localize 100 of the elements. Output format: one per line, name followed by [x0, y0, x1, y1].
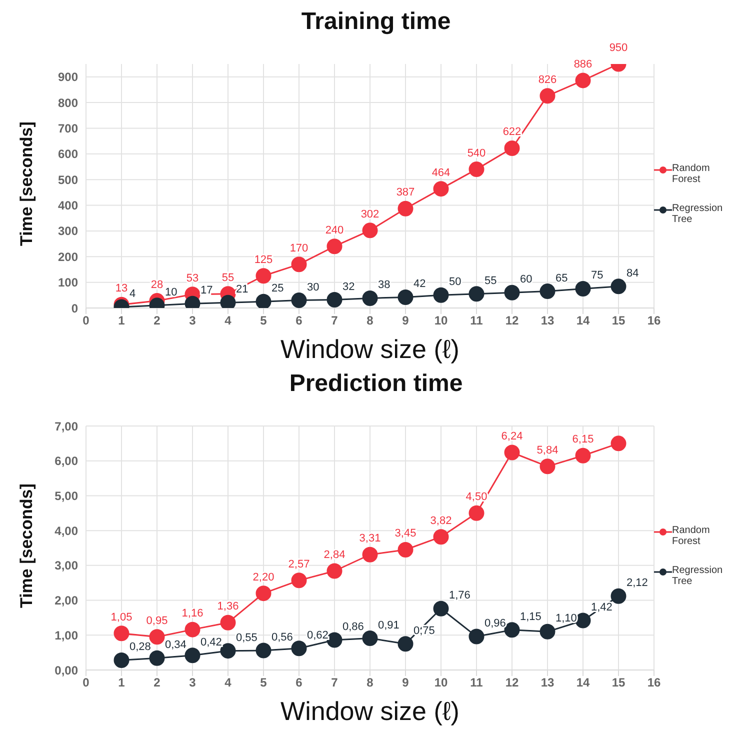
data-label: 65	[556, 272, 568, 284]
data-label: 0,91	[378, 619, 400, 632]
x-tick-label: 0	[82, 676, 90, 690]
y-tick-label: 700	[58, 121, 78, 136]
data-label: 3,31	[359, 532, 381, 545]
data-label: 826	[538, 74, 557, 86]
point	[362, 222, 378, 238]
data-label: 42	[414, 278, 426, 290]
data-label: 0,62	[307, 629, 328, 642]
y-tick-label: 0,00	[54, 663, 78, 678]
point	[433, 600, 449, 616]
point	[610, 588, 626, 604]
x-tick-label: 14	[576, 314, 590, 328]
y-tick-label: 2,00	[54, 594, 78, 608]
y-tick-label: 0	[71, 301, 78, 316]
y-tick-label: 200	[58, 250, 78, 264]
y-tick-label: 600	[58, 147, 78, 162]
data-label: 240	[325, 224, 344, 236]
y-tick-label: 5,00	[54, 488, 78, 503]
point	[398, 542, 414, 558]
x-tick-label: 3	[189, 314, 196, 328]
point	[575, 448, 591, 464]
data-label: 387	[396, 186, 415, 199]
data-label: 5,84	[536, 444, 558, 456]
data-label: 4	[130, 288, 136, 300]
data-label: 84	[626, 267, 639, 280]
point	[504, 444, 520, 460]
data-label: 17	[200, 284, 213, 297]
point	[610, 436, 626, 452]
point	[433, 529, 449, 545]
data-label: 75	[591, 270, 604, 282]
data-label: 302	[360, 208, 380, 220]
x-tick-label: 6	[296, 676, 303, 690]
y-tick-label: 1,00	[54, 628, 78, 642]
data-label: 30	[307, 281, 320, 294]
y-tick-label: 400	[58, 198, 78, 213]
data-label: 0,86	[342, 621, 364, 634]
point	[114, 652, 130, 668]
y-axis-title: Time [seconds]	[17, 122, 36, 246]
data-label: 38	[378, 279, 390, 292]
point	[468, 505, 484, 521]
point	[575, 612, 591, 628]
point	[433, 181, 449, 197]
data-label: 6,15	[572, 434, 594, 446]
data-label: 21	[236, 284, 248, 296]
point	[291, 256, 307, 272]
data-label: 0,96	[484, 618, 506, 630]
legend-label: Regression Tree	[672, 565, 724, 587]
point	[398, 636, 414, 652]
x-tick-label: 14	[576, 676, 590, 690]
point	[504, 140, 520, 156]
y-tick-label: 900	[58, 70, 78, 84]
x-tick-label: 13	[540, 676, 554, 690]
point	[256, 294, 272, 308]
data-label: 3,45	[394, 528, 416, 540]
data-label: 32	[342, 280, 355, 293]
y-tick-label: 4,00	[54, 524, 78, 538]
point	[540, 88, 556, 104]
data-label: 0,28	[130, 641, 151, 654]
point	[398, 200, 414, 216]
point	[184, 648, 200, 664]
legend-label: Random Forest	[672, 525, 711, 547]
x-tick-label: 15	[612, 676, 626, 690]
data-label: 0,56	[272, 631, 293, 644]
x-tick-label: 7	[331, 676, 338, 690]
x-tick-label: 16	[647, 314, 661, 328]
data-label: 0,42	[200, 636, 222, 648]
point	[610, 278, 626, 294]
point	[540, 458, 556, 474]
point	[220, 643, 236, 659]
data-label: 1,76	[449, 590, 470, 602]
x-tick-label: 11	[470, 314, 484, 328]
data-label: 886	[574, 58, 592, 70]
data-label: 950	[609, 42, 628, 54]
point	[504, 622, 520, 638]
data-label: 2,12	[626, 577, 648, 590]
data-label: 53	[186, 272, 199, 284]
x-tick-label: 2	[154, 314, 161, 328]
x-tick-label: 9	[402, 314, 410, 328]
x-tick-label: 7	[331, 314, 338, 328]
x-tick-label: 12	[505, 676, 519, 690]
x-tick-label: 11	[470, 676, 484, 690]
point	[433, 287, 449, 303]
point	[184, 622, 200, 638]
x-tick-label: 5	[260, 676, 268, 690]
data-label: 170	[290, 242, 308, 254]
y-tick-label: 300	[58, 224, 78, 238]
point	[362, 546, 378, 562]
data-label: 2,84	[324, 549, 346, 562]
x-axis-title: Window size (ℓ)	[280, 334, 460, 364]
data-label: 1,16	[182, 608, 204, 620]
legend-label: Regression Tree	[672, 203, 724, 225]
data-label: 50	[449, 276, 462, 288]
x-tick-label: 0	[82, 314, 90, 328]
data-label: 25	[272, 282, 284, 295]
data-label: 3,82	[430, 514, 452, 527]
point	[291, 640, 307, 656]
x-tick-label: 10	[434, 314, 448, 328]
data-label: 0,95	[146, 614, 168, 627]
point	[149, 650, 165, 666]
